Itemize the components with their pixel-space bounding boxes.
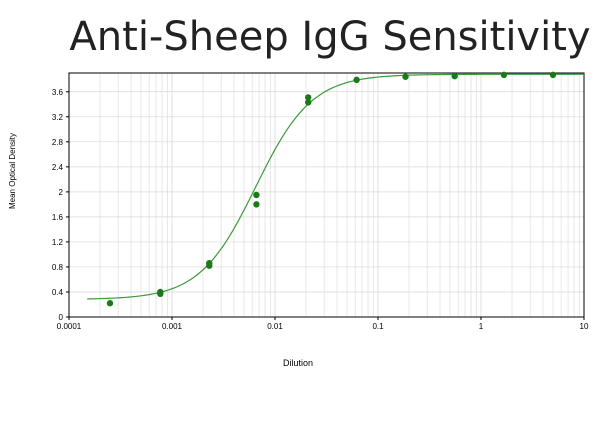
data-point [253, 191, 260, 199]
data-point [106, 300, 114, 307]
data-point [500, 71, 508, 79]
data-point [253, 201, 260, 208]
y-tick-label: 2 [59, 188, 64, 197]
chart-title: Anti-Sheep IgG Sensitivity [69, 14, 591, 60]
data-point [402, 73, 409, 80]
grid [69, 73, 584, 317]
data-point [451, 72, 458, 80]
y-axis-ticks: 0 0.4 0.8 1.2 1.6 2 2.4 2.8 3.2 3.6 [52, 88, 69, 322]
x-tick-label: 0.01 [267, 322, 283, 331]
y-tick-label: 0 [59, 313, 64, 322]
x-tick-label: 10 [580, 322, 589, 331]
data-points [106, 71, 557, 307]
x-tick-label: 0.0001 [57, 322, 82, 331]
x-axis-label: Dilution [283, 358, 313, 368]
x-tick-label: 0.001 [162, 322, 183, 331]
plot-frame [68, 72, 585, 318]
fit-curve [87, 73, 584, 300]
data-point [304, 94, 312, 101]
y-tick-label: 1.2 [52, 238, 64, 247]
y-tick-label: 3.6 [52, 88, 64, 97]
data-point [157, 288, 164, 296]
y-tick-label: 3.2 [52, 113, 64, 122]
data-point [206, 259, 213, 267]
y-tick-label: 0.8 [52, 263, 64, 272]
y-tick-label: 2.8 [52, 138, 64, 147]
y-tick-label: 2.4 [52, 163, 64, 172]
data-point [304, 99, 312, 106]
x-tick-label: 1 [479, 322, 484, 331]
x-tick-label: 0.1 [372, 322, 384, 331]
data-point [549, 71, 557, 79]
x-axis-ticks: 0.0001 0.001 0.01 0.1 1 10 [57, 317, 589, 331]
y-tick-label: 0.4 [52, 288, 64, 297]
data-point [353, 76, 360, 84]
y-axis-label: Mean Optical Density [8, 133, 17, 209]
y-tick-label: 1.6 [52, 213, 64, 222]
